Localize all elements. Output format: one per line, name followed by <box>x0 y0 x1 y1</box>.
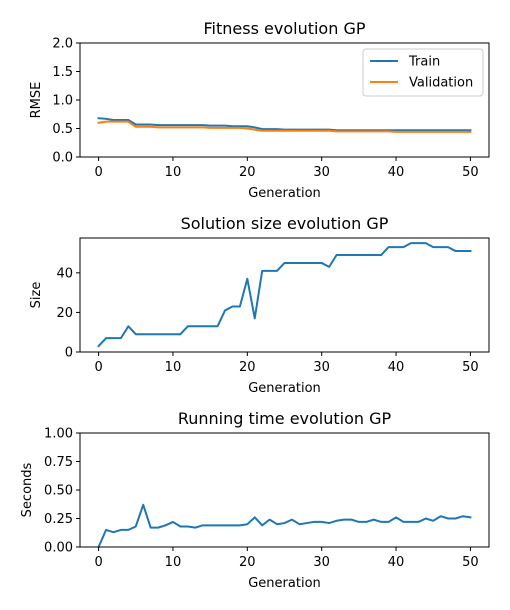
x-tick-label: 50 <box>462 555 479 570</box>
x-tick-label: 30 <box>313 555 330 570</box>
axes-frame <box>79 432 490 548</box>
x-axis-label: Generation <box>248 381 321 396</box>
x-tick-label: 50 <box>462 360 479 375</box>
chart-title: Solution size evolution GP <box>181 214 389 233</box>
y-tick-label: 0.0 <box>52 151 73 166</box>
y-tick-label: 40 <box>56 266 73 281</box>
chart-title: Fitness evolution GP <box>204 19 366 38</box>
y-tick-label: 2.0 <box>52 37 73 52</box>
x-tick-label: 10 <box>165 360 182 375</box>
fitness-chart-panel: Fitness evolution GP Generation RMSE 0 10… <box>29 19 490 201</box>
x-tick-label: 40 <box>388 165 405 180</box>
x-axis-label: Generation <box>248 576 321 591</box>
x-tick-label: 30 <box>313 165 330 180</box>
x-tick-label: 10 <box>165 165 182 180</box>
x-tick-label: 20 <box>239 555 256 570</box>
x-tick-label: 50 <box>462 165 479 180</box>
x-tick-label: 40 <box>388 360 405 375</box>
x-tick-label: 0 <box>94 555 102 570</box>
series-line-validation <box>97 120 472 133</box>
size-plot-area: 0 10 20 30 40 50 0 20 40 <box>56 237 490 375</box>
x-tick-label: 30 <box>313 360 330 375</box>
size-chart-panel: Solution size evolution GP Generation Si… <box>29 214 490 396</box>
runtime-plot-area: 0 10 20 30 40 50 0.00 0.25 0.50 0.75 1.00 <box>44 427 490 570</box>
series-line-series-0 <box>97 242 472 348</box>
legend-label-train: Train <box>408 55 440 70</box>
y-tick-label: 0 <box>65 346 73 361</box>
x-tick-label: 10 <box>165 555 182 570</box>
x-tick-label: 20 <box>239 165 256 180</box>
x-axis-label: Generation <box>248 186 321 201</box>
series-line-train <box>97 117 472 132</box>
y-axis-label: RMSE <box>29 82 44 119</box>
y-tick-label: 1.5 <box>52 65 73 80</box>
series-line-series-0 <box>97 503 472 549</box>
y-tick-label: 0.25 <box>44 512 73 527</box>
y-axis-label: Size <box>29 282 44 309</box>
x-tick-label: 40 <box>388 555 405 570</box>
y-tick-label: 1.00 <box>44 427 73 442</box>
y-tick-label: 0.5 <box>52 122 73 137</box>
legend-label-validation: Validation <box>409 76 473 91</box>
y-tick-label: 0.75 <box>44 455 73 470</box>
y-axis-label: Seconds <box>20 462 35 517</box>
y-tick-label: 0.00 <box>44 541 73 556</box>
y-tick-label: 1.0 <box>52 94 73 109</box>
axes-frame <box>79 237 490 353</box>
y-tick-label: 0.50 <box>44 484 73 499</box>
legend: Train Validation <box>362 48 484 97</box>
x-tick-label: 0 <box>94 165 102 180</box>
x-tick-label: 20 <box>239 360 256 375</box>
runtime-chart-panel: Running time evolution GP Generation Sec… <box>20 409 490 591</box>
y-tick-label: 20 <box>56 306 73 321</box>
fitness-plot-area: 0 10 20 30 40 50 0.0 0.5 1.0 1.5 2.0 <box>52 37 490 180</box>
x-tick-label: 0 <box>94 360 102 375</box>
chart-title: Running time evolution GP <box>178 409 392 428</box>
